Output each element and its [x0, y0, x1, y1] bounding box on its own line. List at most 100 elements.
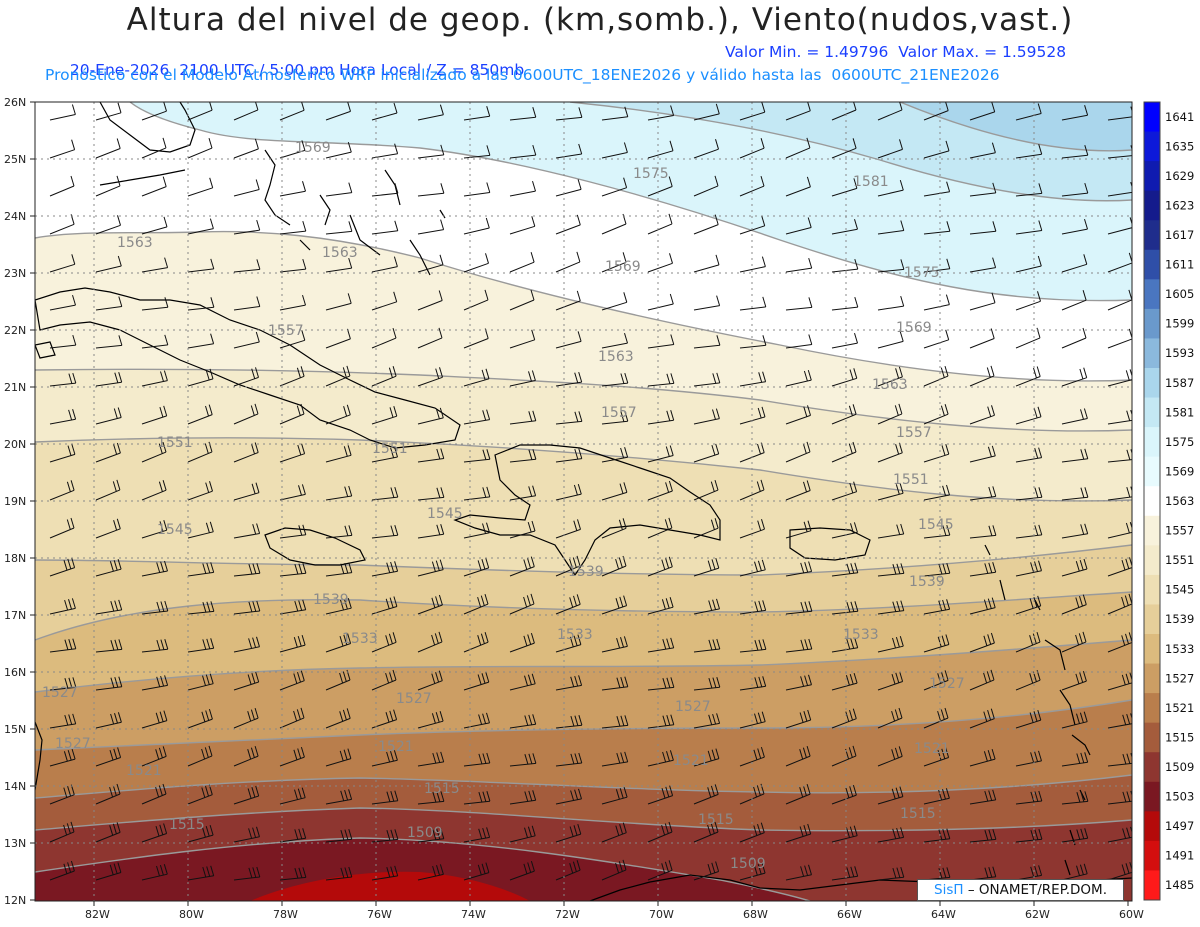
wind-barb-feather	[438, 290, 443, 301]
wind-barb-feather	[665, 558, 670, 569]
wind-barb-feather	[435, 672, 440, 683]
wind-barb-feather	[116, 175, 121, 187]
wind-barb-feather	[988, 829, 993, 840]
wind-barb-feather	[63, 751, 68, 762]
wind-barb-feather	[761, 215, 766, 226]
wind-barb-feather	[1037, 595, 1042, 607]
wind-barb	[325, 302, 352, 311]
wind-barb	[279, 339, 305, 349]
wind-barb-feather	[388, 633, 393, 644]
wind-barb-feather	[296, 367, 301, 378]
wind-barb	[49, 263, 75, 273]
wind-barb	[371, 415, 397, 425]
wind-barb-feather	[757, 748, 762, 759]
wind-barb-feather	[392, 327, 397, 339]
wind-barb-feather	[853, 102, 857, 111]
wind-barb-feather	[530, 556, 535, 567]
wind-barb-feather	[163, 102, 167, 112]
wind-barb-feather	[984, 830, 989, 841]
wind-barb-feather	[205, 825, 210, 837]
wind-barb-feather	[753, 825, 758, 836]
wind-barb	[969, 414, 995, 425]
wind-barb-feather	[210, 865, 215, 876]
wind-barb	[233, 452, 259, 463]
wind-barb-feather	[573, 484, 578, 496]
wind-barb-feather	[1082, 594, 1087, 605]
wind-barb-feather	[1029, 673, 1034, 684]
wind-barb-feather	[204, 443, 209, 454]
wind-barb	[463, 154, 490, 159]
wind-barb-feather	[71, 104, 76, 115]
wind-barb-feather	[761, 862, 766, 874]
wind-barb-feather	[527, 862, 532, 873]
wind-barb-feather	[661, 599, 666, 610]
wind-barb-feather	[247, 749, 252, 760]
wind-barb-feather	[1034, 791, 1039, 802]
wind-barb	[371, 192, 398, 197]
wind-barb-feather	[297, 671, 301, 683]
wind-barb-feather	[250, 747, 255, 758]
wind-barb-feather	[715, 861, 720, 872]
wind-barb-feather	[618, 519, 623, 530]
colorbar-swatch	[1144, 545, 1160, 576]
contour-label: 1557	[601, 405, 637, 421]
wind-barb	[923, 413, 949, 425]
wind-barb	[1015, 300, 1041, 311]
wind-barb-feather	[945, 747, 950, 758]
wind-barb-feather	[711, 862, 716, 873]
wind-barb	[1107, 338, 1132, 349]
colorbar-label: 1485	[1165, 878, 1194, 892]
wind-barb-feather	[578, 752, 583, 764]
wind-barb-feather	[531, 216, 536, 227]
wind-barb-feather	[1126, 449, 1131, 460]
wind-barb-feather	[394, 790, 399, 801]
colorbar-label: 1521	[1165, 701, 1194, 715]
wind-barb-feather	[712, 373, 717, 384]
wind-barb-feather	[894, 709, 899, 720]
wind-barb-feather	[486, 145, 491, 156]
wind-barb-feather	[1126, 486, 1131, 498]
wind-barb	[831, 755, 857, 767]
wind-barb-feather	[1125, 370, 1130, 381]
wind-barb	[49, 831, 75, 843]
wind-barb-feather	[432, 865, 437, 877]
wind-barb-feather	[436, 865, 440, 876]
wind-barb-feather	[394, 525, 399, 536]
wind-barb-feather	[159, 824, 164, 835]
lat-label: 20N	[4, 438, 26, 451]
wind-barb-feather	[163, 520, 168, 531]
wind-barb-feather	[528, 714, 533, 726]
wind-barb-feather	[1084, 448, 1089, 459]
lat-label: 18N	[4, 552, 26, 565]
wind-barb-feather	[1080, 791, 1085, 802]
wind-barb-feather	[72, 638, 77, 649]
lon-label: 74W	[461, 908, 486, 921]
wind-barb-feather	[849, 786, 854, 797]
wind-barb	[647, 795, 673, 805]
wind-barb	[325, 679, 351, 691]
wind-barb-feather	[390, 829, 395, 840]
wind-barb	[647, 490, 673, 501]
wind-barb-feather	[159, 406, 164, 418]
lon-label: 66W	[837, 908, 862, 921]
contour-label: 1521	[673, 753, 709, 769]
wind-barb-feather	[439, 367, 443, 378]
wind-barb-feather	[481, 863, 486, 874]
wind-barb	[555, 116, 582, 121]
wind-barb-feather	[623, 292, 628, 303]
wind-barb	[325, 643, 351, 653]
wind-barb-feather	[800, 601, 805, 613]
wind-barb-feather	[990, 365, 995, 377]
wind-barb-feather	[761, 559, 766, 570]
wind-barb-feather	[300, 707, 305, 719]
wind-barb-feather	[113, 444, 118, 455]
wind-barb-feather	[714, 784, 719, 795]
wind-barb-feather	[946, 181, 951, 192]
wind-barb-feather	[895, 444, 900, 455]
wind-barb	[233, 795, 259, 805]
wind-barb	[187, 343, 214, 349]
wind-barb-feather	[714, 175, 719, 187]
wind-barb	[1015, 230, 1042, 235]
colorbar-label: 1551	[1165, 553, 1194, 567]
wind-barb-feather	[1034, 448, 1039, 459]
